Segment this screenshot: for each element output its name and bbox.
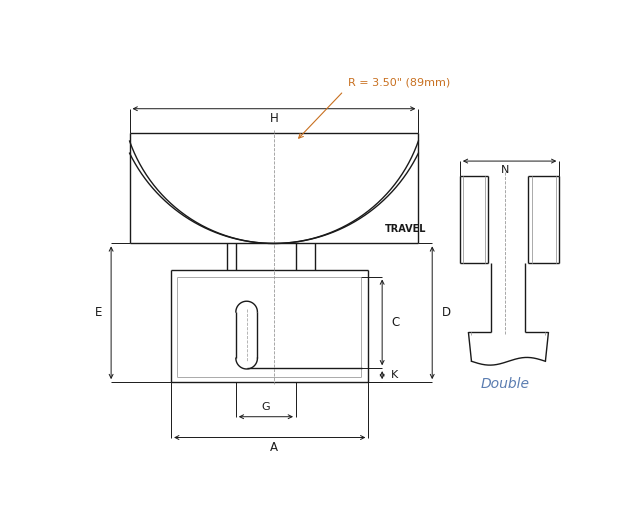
Text: D: D	[442, 306, 451, 319]
Text: K: K	[390, 370, 398, 380]
Text: N: N	[501, 165, 510, 176]
Text: Double: Double	[481, 377, 530, 391]
Text: C: C	[392, 316, 399, 329]
Text: A: A	[270, 441, 278, 454]
Text: TRAVEL: TRAVEL	[385, 224, 426, 234]
Text: H: H	[270, 112, 279, 125]
Text: G: G	[261, 402, 270, 412]
Text: R = 3.50" (89mm): R = 3.50" (89mm)	[347, 77, 450, 87]
Text: E: E	[94, 306, 102, 319]
